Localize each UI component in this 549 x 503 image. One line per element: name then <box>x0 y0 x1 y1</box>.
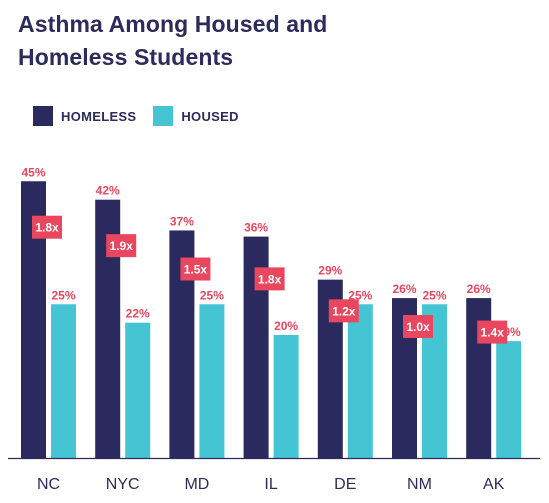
legend-item-housed: HOUSED <box>153 106 238 126</box>
legend-swatch-housed <box>153 106 174 126</box>
chart-title-line-2: Homeless Students <box>18 44 234 70</box>
data-label-housed-md: 25% <box>200 288 224 302</box>
bar-housed-il <box>273 335 299 458</box>
bar-housed-nyc <box>125 322 151 458</box>
bar-housed-nc <box>51 304 76 458</box>
chart-title-line-1: Asthma Among Housed and <box>18 11 328 37</box>
x-tick-label-nyc: NYC <box>106 476 140 493</box>
data-label-housed-nc: 25% <box>51 288 75 302</box>
legend: HOMELESS HOUSED <box>33 106 256 126</box>
ratio-label-nc: 1.8x <box>35 221 59 235</box>
ratio-label-nm: 1.0x <box>406 320 430 334</box>
data-label-homeless-md: 37% <box>170 214 194 228</box>
ratio-badge-nm <box>403 315 433 339</box>
legend-swatch-homeless <box>33 106 53 126</box>
data-label-housed-il: 20% <box>274 319 298 333</box>
data-label-housed-nm: 25% <box>422 288 446 302</box>
data-label-homeless-de: 29% <box>318 264 342 278</box>
ratio-label-nyc: 1.9x <box>110 239 134 253</box>
data-label-housed-de: 25% <box>348 288 372 302</box>
ratio-badge-de <box>328 299 359 323</box>
bar-housed-md <box>199 304 225 458</box>
data-label-homeless-il: 36% <box>244 221 268 235</box>
x-tick-label-nc: NC <box>37 476 60 493</box>
ratio-badge-nc <box>32 215 62 239</box>
ratio-label-de: 1.2x <box>332 304 356 318</box>
legend-label-homeless: HOMELESS <box>61 108 137 124</box>
bar-housed-de <box>347 304 373 458</box>
ratio-badge-nyc <box>106 234 137 258</box>
data-label-homeless-nm: 26% <box>392 282 416 296</box>
ratio-badge-il <box>254 267 285 291</box>
data-label-homeless-nyc: 42% <box>96 184 120 198</box>
ratio-badge-ak <box>477 320 508 344</box>
legend-label-housed: HOUSED <box>181 108 239 124</box>
data-label-homeless-nc: 45% <box>21 165 45 179</box>
x-tick-label-nm: NM <box>407 476 432 493</box>
data-label-homeless-ak: 26% <box>467 282 491 296</box>
legend-item-homeless: HOMELESS <box>33 106 136 126</box>
ratio-badge-md <box>180 257 211 281</box>
bar-housed-ak <box>496 341 522 458</box>
x-tick-label-de: DE <box>334 476 356 493</box>
data-label-housed-nyc: 22% <box>126 307 150 321</box>
x-tick-label-md: MD <box>184 476 209 493</box>
ratio-label-il: 1.8x <box>258 272 282 286</box>
x-tick-label-ak: AK <box>483 476 505 493</box>
ratio-label-ak: 1.4x <box>481 326 505 340</box>
x-tick-label-il: IL <box>264 476 277 493</box>
chart-title: Asthma Among Housed and Homeless Student… <box>18 8 327 74</box>
ratio-label-md: 1.5x <box>184 263 208 277</box>
